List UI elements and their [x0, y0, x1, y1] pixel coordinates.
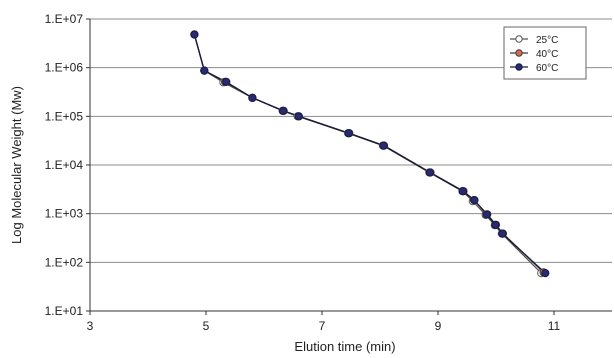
legend-marker [515, 49, 523, 57]
y-tick-label: 1.E+05 [45, 109, 84, 123]
series-3-point [222, 77, 231, 87]
y-tick-label: 1.E+02 [45, 255, 84, 269]
y-tick-label: 1.E+04 [45, 158, 84, 172]
x-tick-label: 7 [319, 319, 326, 333]
y-tick-label: 1.E+06 [45, 61, 84, 75]
y-tick-label: 1.E+01 [45, 304, 84, 318]
series-3-point [294, 112, 303, 121]
y-tick-label: 1.E+03 [45, 207, 84, 221]
legend-label: 60°C [536, 63, 558, 74]
legend: 25°C 40°C 60°C [503, 26, 587, 80]
legend-marker [515, 35, 523, 43]
gridlines [90, 18, 612, 263]
y-axis-ticks: 1.E+01 1.E+02 1.E+03 1.E+04 1.E+05 1.E+06 1.E+… [45, 12, 90, 318]
series-group [190, 30, 550, 278]
y-tick-label: 1.E+07 [45, 12, 84, 26]
x-axis-ticks: 3 5 7 9 11 [87, 311, 561, 333]
x-axis-title: Elution time (min) [294, 339, 395, 354]
series-3-point [498, 229, 507, 238]
series-3-point [482, 210, 491, 219]
series-3-point [200, 66, 209, 75]
series-3-point [491, 220, 500, 229]
x-tick-label: 9 [435, 319, 442, 333]
series-3-point [190, 30, 199, 39]
legend-marker [515, 63, 523, 71]
series-3-point [425, 168, 434, 177]
legend-items: 25°C 40°C 60°C [510, 35, 558, 74]
x-tick-label: 11 [548, 319, 561, 333]
legend-label: 25°C [536, 35, 558, 46]
legend-label: 40°C [536, 49, 558, 60]
series-3-point [344, 129, 353, 138]
x-tick-label: 3 [87, 319, 94, 333]
series-3-point [379, 141, 388, 150]
x-tick-label: 5 [203, 319, 210, 333]
series-3-point [458, 187, 467, 196]
y-axis-title: Log Molecular Weight (Mw) [9, 86, 24, 244]
series-3-point [279, 106, 288, 115]
series-3-point [248, 93, 257, 102]
series-3-point [470, 196, 479, 205]
series-3-point [541, 269, 550, 278]
